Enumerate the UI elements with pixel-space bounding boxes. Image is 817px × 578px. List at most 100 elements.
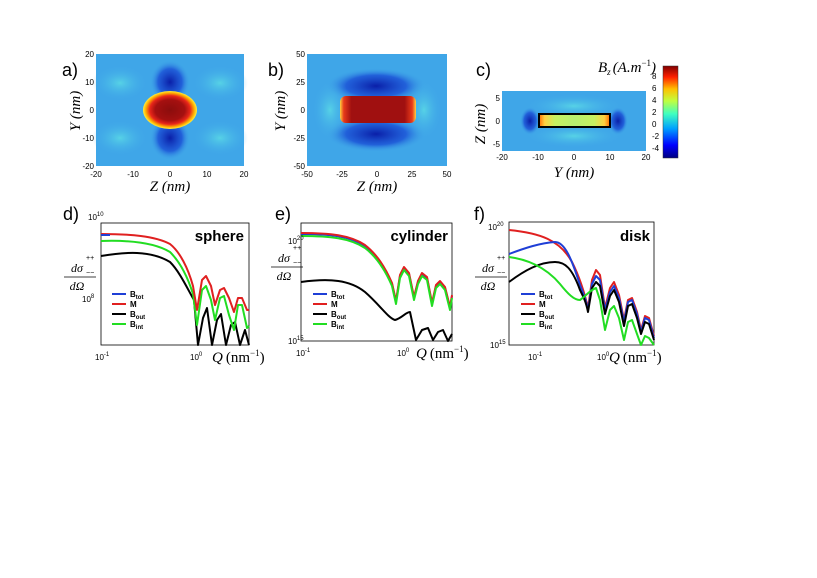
ytick-b: 25 (296, 78, 305, 87)
colorbar-tick: 0 (652, 120, 657, 129)
svg-text:dσ: dσ (278, 251, 291, 265)
ylabel-c: Z (nm) (473, 104, 489, 144)
panel-label-f: f) (474, 204, 485, 224)
ytick-b: -50 (293, 162, 305, 171)
panel-label-b: b) (268, 60, 284, 80)
colorbar-ticks: 8 6 4 2 0 -2 -4 (652, 72, 660, 153)
legend-label: Bint (331, 320, 344, 331)
svg-text:dσ: dσ (71, 261, 84, 275)
xtick-b: 50 (443, 170, 452, 179)
panel-label-a: a) (62, 60, 78, 80)
legend-label: Bint (539, 320, 552, 331)
xlabel-a: Z (nm) (150, 179, 190, 195)
xtick-right-f: 100 (597, 352, 610, 362)
legend-label: Btot (539, 290, 552, 301)
ytick-a: -10 (82, 134, 94, 143)
legend-label: Btot (331, 290, 344, 301)
curve-bout (300, 279, 453, 342)
ytick-bot-f: 1015 (490, 340, 506, 350)
svg-text:−−: −− (293, 260, 301, 267)
svg-text:dΩ: dΩ (70, 279, 85, 293)
xtick-left-f: 10-1 (528, 352, 543, 362)
xtick-b: -50 (301, 170, 313, 179)
svg-text:dσ: dσ (482, 261, 495, 275)
ytick-c: 5 (496, 94, 501, 103)
xlabel-e: Q (nm−1) (416, 344, 469, 362)
ytick-c: 0 (496, 117, 501, 126)
colorbar-tick: 6 (652, 84, 657, 93)
ticks-c: -20 -10 0 10 20 5 0 -5 (493, 94, 651, 162)
colorbar (662, 65, 679, 159)
curve-bout (100, 251, 250, 346)
xtick-a: -10 (127, 170, 139, 179)
shape-label-d: sphere (195, 228, 244, 245)
svg-text:dΩ: dΩ (277, 269, 292, 283)
curve-bint (508, 256, 655, 346)
colorbar-title: Bz (A.m−1) (598, 58, 656, 77)
ticks-b: -50 -25 0 25 50 50 25 0 -25 -50 (293, 50, 452, 179)
panel-label-e: e) (275, 204, 291, 224)
ytick-bot-e: 1015 (288, 336, 304, 346)
xtick-c: -10 (532, 153, 544, 162)
ytick-top-f: 1020 (488, 222, 504, 232)
curve-bint (300, 235, 453, 311)
xtick-right-d: 100 (190, 352, 203, 362)
curve-bint (100, 239, 250, 331)
shape-label-e: cylinder (390, 228, 448, 245)
curve-bout (508, 261, 655, 341)
svg-text:−−: −− (86, 270, 94, 277)
colorbar-tick: 2 (652, 108, 657, 117)
curves-d (100, 233, 250, 346)
ylabel-a: Y (nm) (68, 91, 84, 131)
colorbar-tick: -2 (652, 132, 660, 141)
xtick-b: 25 (408, 170, 417, 179)
xtick-c: 20 (642, 153, 651, 162)
xtick-left-d: 10-1 (95, 352, 110, 362)
particle-sphere (143, 91, 197, 129)
xtick-c: -20 (496, 153, 508, 162)
colorbar-tick: 4 (652, 96, 657, 105)
xlabel-f: Q (nm−1) (609, 348, 662, 366)
panel-b: b) Y (nm) Z (nm) -50 -25 0 25 50 50 25 0 -25 -50 (268, 50, 452, 195)
ytick-c: -5 (493, 140, 501, 149)
ylabel-f: dσ ++ −− dΩ (475, 255, 507, 293)
legend-label: Bout (331, 310, 346, 321)
shape-label-f: disk (620, 228, 651, 245)
particle-disk (538, 113, 611, 128)
panel-label-d: d) (63, 204, 79, 224)
ytick-top-e: 1020 (288, 236, 304, 246)
xlabel-d: Q (nm−1) (212, 348, 265, 366)
panel-label-c: c) (476, 60, 491, 80)
ytick-top-d: 1010 (88, 212, 104, 222)
legend-label: Bout (539, 310, 554, 321)
curve-m (100, 233, 249, 313)
xtick-a: 0 (168, 170, 173, 179)
ytick-a: 10 (85, 78, 94, 87)
svg-text:−−: −− (497, 270, 505, 277)
svg-text:dΩ: dΩ (481, 279, 496, 293)
panel-a: a) Y (nm) Z (nm) -20 -10 0 10 20 20 10 0 -10 -20 (62, 50, 249, 195)
xtick-a: 20 (240, 170, 249, 179)
svg-text:++: ++ (497, 255, 505, 262)
xtick-left-e: 10-1 (296, 348, 311, 358)
ytick-a: 0 (90, 106, 95, 115)
colorbar-tick: -4 (652, 144, 660, 153)
ytick-b: 0 (301, 106, 306, 115)
xtick-a: -20 (90, 170, 102, 179)
ytick-a: 20 (85, 50, 94, 59)
legend-label: M (539, 300, 546, 309)
ytick-b: 50 (296, 50, 305, 59)
xtick-b: -25 (336, 170, 348, 179)
ylabel-b: Y (nm) (273, 91, 289, 131)
legend-label: M (331, 300, 338, 309)
xlabel-b: Z (nm) (357, 179, 397, 195)
xtick-b: 0 (375, 170, 380, 179)
